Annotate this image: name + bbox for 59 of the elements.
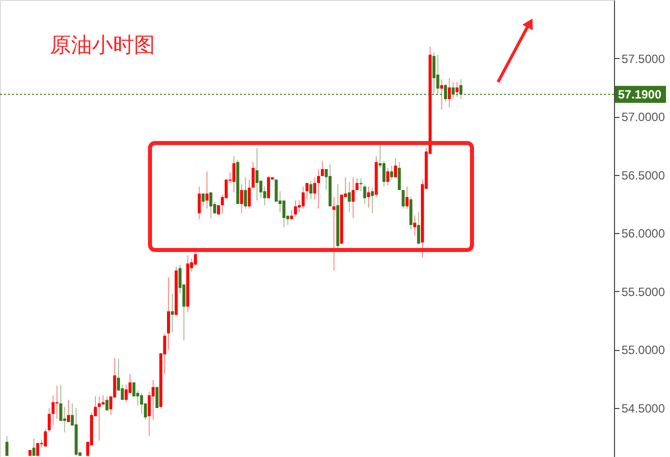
candlestick bbox=[282, 200, 286, 228]
candlestick bbox=[386, 167, 390, 186]
y-tick-label: 57.5000 bbox=[622, 52, 666, 66]
candlestick bbox=[36, 442, 40, 456]
candlestick bbox=[63, 406, 66, 434]
candlestick bbox=[309, 180, 312, 200]
candlestick bbox=[98, 396, 101, 442]
candlestick bbox=[332, 196, 336, 271]
candlestick bbox=[370, 187, 374, 214]
candlestick bbox=[124, 384, 128, 403]
candlestick bbox=[313, 176, 316, 200]
candlestick bbox=[155, 386, 158, 409]
candlestick bbox=[320, 160, 324, 177]
candlestick bbox=[240, 184, 244, 214]
y-tick-label: 55.0000 bbox=[622, 343, 666, 358]
candlestick bbox=[209, 192, 212, 219]
candlestick bbox=[440, 78, 444, 110]
candlestick bbox=[52, 394, 55, 426]
y-tick-label: 57.0000 bbox=[622, 110, 666, 124]
candlestick bbox=[302, 186, 305, 210]
candlestick bbox=[348, 181, 351, 213]
ref-line-label: 57.1900 bbox=[618, 87, 662, 102]
candlestick bbox=[255, 148, 258, 202]
candlestick bbox=[317, 168, 320, 210]
candlestick bbox=[198, 186, 201, 220]
candlestick bbox=[55, 385, 58, 420]
candlestick bbox=[274, 179, 278, 202]
candlestick bbox=[352, 176, 355, 219]
y-tick-label: 55.5000 bbox=[622, 284, 666, 299]
candlestick bbox=[367, 186, 370, 208]
y-tick-label: 56.5000 bbox=[622, 168, 666, 182]
candlestick bbox=[417, 212, 420, 244]
candlestick bbox=[66, 399, 70, 423]
y-tick-label: 56.0000 bbox=[622, 226, 666, 241]
candlestick bbox=[232, 156, 236, 193]
candlestick bbox=[205, 170, 208, 210]
candlestick bbox=[413, 215, 416, 236]
candlestick bbox=[202, 193, 205, 207]
candlestick bbox=[244, 176, 247, 210]
text: 原油小时图 bbox=[50, 34, 155, 57]
candlestick bbox=[390, 165, 394, 180]
candlestick bbox=[170, 293, 174, 333]
candlestick bbox=[48, 408, 51, 432]
candlestick bbox=[306, 182, 308, 200]
candlestick bbox=[456, 81, 459, 98]
candlestick bbox=[294, 200, 297, 218]
candlestick bbox=[448, 78, 451, 108]
candlestick bbox=[382, 160, 386, 188]
candlestick bbox=[32, 438, 36, 456]
candlestick bbox=[406, 186, 409, 210]
candlestick bbox=[394, 158, 397, 178]
y-tick-label: 54.5000 bbox=[622, 402, 666, 416]
candlestick bbox=[167, 276, 170, 350]
candlestick bbox=[402, 190, 405, 210]
candlestick bbox=[140, 392, 144, 414]
candlestick bbox=[267, 176, 270, 199]
candlestick bbox=[5, 436, 8, 456]
candlestick bbox=[105, 396, 108, 411]
candlestick bbox=[398, 162, 401, 191]
